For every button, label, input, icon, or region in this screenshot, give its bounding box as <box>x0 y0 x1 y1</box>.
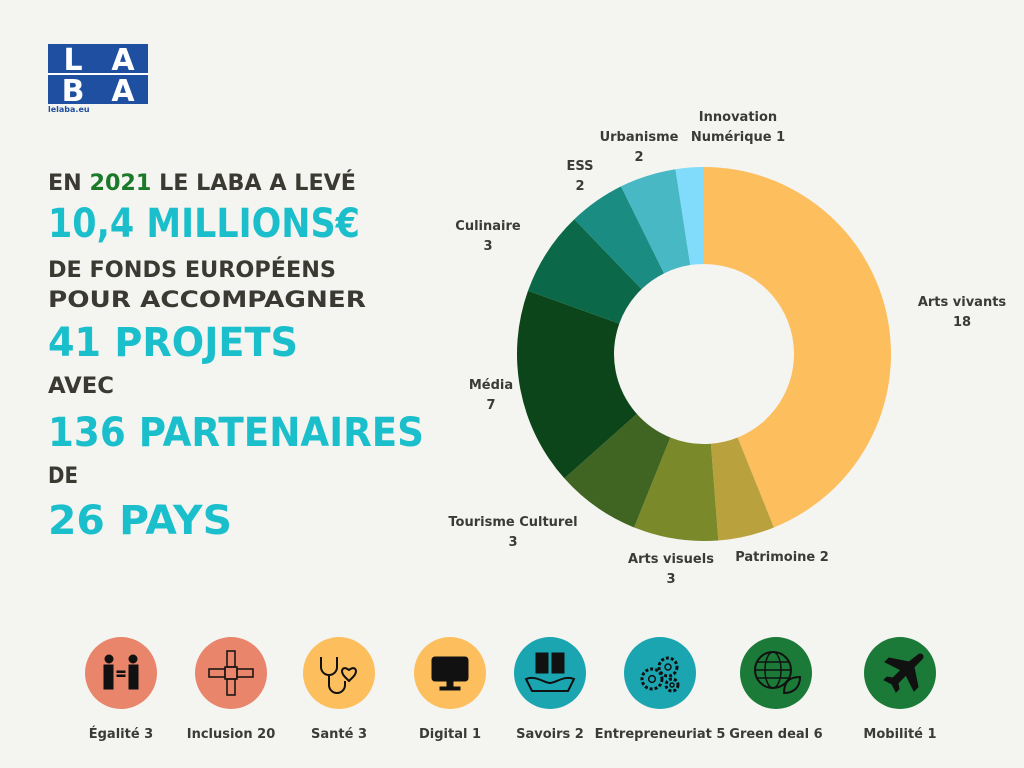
headline-line: AVEC <box>48 374 114 399</box>
theme-label: Digital 1 <box>419 727 481 742</box>
slice <box>675 167 704 266</box>
theme-label: Savoirs 2 <box>516 727 584 742</box>
headline-line: DE <box>48 464 78 489</box>
icon <box>669 682 675 688</box>
value-label: 18 <box>952 315 972 330</box>
theme-label: Mobilité 1 <box>863 727 936 742</box>
projects: 41 PROJETS <box>48 320 298 366</box>
category: Urbanisme <box>599 130 679 145</box>
icon <box>116 670 126 673</box>
value-label: 3 <box>508 535 518 550</box>
icon <box>446 680 454 688</box>
icon <box>103 664 114 690</box>
category: Média <box>468 378 514 393</box>
icon <box>341 667 357 683</box>
amount: 10,4 MILLIONS€ <box>48 201 360 247</box>
icon <box>535 652 565 674</box>
slice-label: Arts visuels 3 <box>628 550 714 590</box>
icon <box>883 653 924 693</box>
icon <box>640 667 664 691</box>
icon <box>224 666 238 680</box>
category: Arts visuels <box>628 552 714 567</box>
icon <box>431 656 469 682</box>
slice <box>528 219 642 324</box>
theme-icon-bg <box>303 637 375 709</box>
value-label: 3 <box>483 239 493 254</box>
slice-label: Arts vivants 18 <box>918 293 1006 333</box>
icon <box>782 675 802 695</box>
slice-label: Innovation Numérique 1 <box>688 108 788 148</box>
logo-divider <box>48 73 148 75</box>
slice <box>517 290 637 479</box>
slice <box>710 437 774 541</box>
year: 2021 <box>90 171 152 196</box>
icon <box>320 657 346 694</box>
theme-icon-bg <box>195 637 267 709</box>
slice-label: Média 7 <box>469 376 513 416</box>
themes: Égalité 3 Inclusion 20 Santé 3 Digital 1 Sav… <box>85 637 937 742</box>
icon <box>664 677 680 693</box>
theme-label: Inclusion 20 <box>187 727 276 742</box>
headline-line: POUR ACCOMPAGNER <box>48 288 366 313</box>
value-label: 2 <box>819 550 829 565</box>
icon <box>128 664 139 690</box>
icon <box>439 686 461 691</box>
theme-icon-bg <box>740 637 812 709</box>
icon <box>128 654 138 664</box>
value-label: 2 <box>634 150 644 165</box>
theme-label: Santé 3 <box>311 727 367 742</box>
category: Arts vivants <box>917 295 1007 310</box>
logo-url: lelaba.eu <box>48 105 90 114</box>
icon <box>755 661 791 679</box>
theme-label: Égalité 3 <box>89 726 153 742</box>
headline-line: DE FONDS EUROPÉENS <box>48 257 336 283</box>
slice <box>621 169 691 274</box>
text: LE LABA A LEVÉ <box>159 170 356 196</box>
value-label: 2 <box>575 179 585 194</box>
category: Patrimoine <box>735 550 816 565</box>
slice <box>634 437 719 541</box>
icon <box>524 676 576 692</box>
slice-label: Culinaire 3 <box>455 217 520 257</box>
headline-line: EN 2021 LE LABA A LEVÉ <box>48 170 356 196</box>
text: EN <box>48 171 82 196</box>
partners: 136 PARTENAIRES <box>48 410 424 456</box>
donut-chart <box>517 167 891 541</box>
category: Culinaire <box>455 219 521 234</box>
theme-icon-bg <box>514 637 586 709</box>
slice <box>704 167 891 528</box>
value-label: 1 <box>776 130 786 145</box>
slice-label: ESS 2 <box>566 157 593 197</box>
icon <box>647 674 657 684</box>
theme-label: Green deal 6 <box>729 727 822 742</box>
icon <box>104 654 114 664</box>
category: Tourisme Culturel <box>448 515 578 530</box>
logo-letter: A <box>111 74 135 109</box>
slice <box>564 413 671 528</box>
slice-label: Tourisme Culturel 3 <box>448 513 577 553</box>
slice <box>574 186 665 290</box>
slice-label: Patrimoine 2 <box>735 548 829 568</box>
category: ESS <box>566 159 594 174</box>
category: Innovation Numérique <box>690 110 778 145</box>
icon <box>657 656 679 678</box>
theme-label: Entrepreneuriat 5 <box>595 727 726 742</box>
value-label: 3 <box>666 572 676 587</box>
headline: EN 2021 LE LABA A LEVÉ 10,4 MILLIONS€ DE… <box>48 170 424 544</box>
logo-letter: B <box>62 74 85 109</box>
icon <box>664 663 672 671</box>
value-label: 7 <box>486 398 496 413</box>
icon <box>116 674 126 677</box>
logo-letter: L <box>63 43 82 78</box>
slice-label: Urbanisme 2 <box>600 128 679 168</box>
logo-letter: A <box>111 43 135 78</box>
countries: 26 PAYS <box>48 498 232 544</box>
